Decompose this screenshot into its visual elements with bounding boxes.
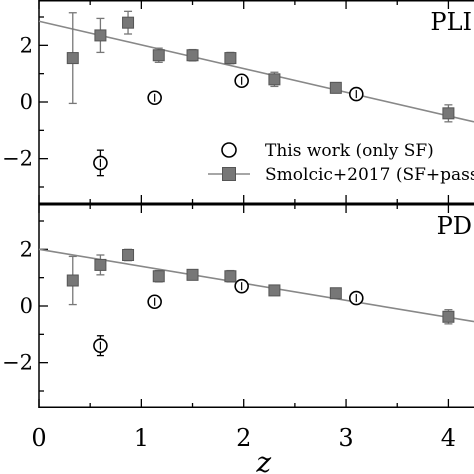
x-tick-label: 2 — [236, 424, 251, 452]
x-axis-label: z — [255, 446, 271, 474]
smolcic-point — [268, 284, 281, 297]
smolcic-point — [186, 268, 199, 281]
smolcic-point — [268, 73, 281, 86]
panel-top: 2 0 −2 PLI — [2, 0, 474, 204]
legend-marker-circle — [221, 142, 237, 158]
panel-label: PLI — [430, 8, 472, 36]
smolcic-point — [224, 52, 237, 65]
smolcic-point — [122, 249, 135, 261]
x-tick-label: 4 — [441, 424, 456, 452]
y-tick-label: 0 — [20, 294, 33, 318]
legend-label: This work (only SF) — [265, 141, 434, 161]
fit-line — [38, 248, 474, 323]
smolcic-point — [442, 310, 455, 323]
smolcic-point — [94, 258, 107, 271]
smolcic-point — [66, 274, 79, 287]
panel-label: PD — [437, 212, 472, 240]
y-tick-label: 2 — [20, 237, 33, 261]
legend-label: Smolcic+2017 (SF+passive) — [265, 165, 474, 185]
smolcic-point — [329, 81, 342, 94]
smolcic-point — [152, 270, 165, 283]
smolcic-point — [152, 49, 165, 62]
smolcic-point — [186, 49, 199, 62]
x-tick-label: 3 — [338, 424, 353, 452]
smolcic-point — [94, 29, 107, 42]
y-tick-label: −2 — [2, 351, 33, 375]
fit-line — [38, 20, 474, 123]
y-tick-label: −2 — [2, 147, 33, 171]
smolcic-point — [122, 16, 135, 29]
smolcic-point — [224, 270, 237, 283]
smolcic-point — [329, 287, 342, 300]
panel-bottom: 2 0 −2 0 1 2 3 4 z PD — [2, 204, 474, 474]
panel-frame — [38, 204, 474, 408]
y-tick-label: 0 — [20, 90, 33, 114]
x-tick-label: 0 — [31, 424, 46, 452]
y-tick-label: 2 — [20, 33, 33, 57]
x-tick-label: 1 — [134, 424, 149, 452]
legend-marker-square — [222, 167, 236, 181]
smolcic-point — [66, 52, 79, 65]
legend: This work (only SF) Smolcic+2017 (SF+pass… — [208, 141, 474, 185]
smolcic-point — [442, 107, 455, 120]
